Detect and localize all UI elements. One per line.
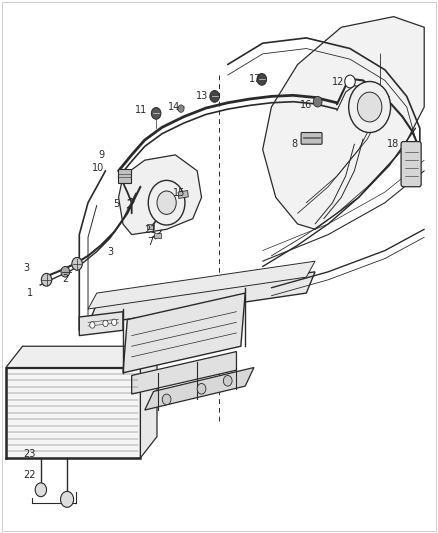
Text: 14: 14	[167, 102, 180, 112]
Text: 9: 9	[98, 150, 104, 160]
Polygon shape	[263, 17, 424, 229]
Bar	[153, 233, 161, 238]
Text: 12: 12	[332, 77, 344, 87]
Bar	[118, 169, 131, 182]
Text: 18: 18	[387, 139, 399, 149]
Polygon shape	[123, 293, 245, 373]
Polygon shape	[6, 346, 157, 368]
Circle shape	[157, 191, 176, 214]
Text: 1: 1	[27, 288, 33, 298]
Polygon shape	[6, 368, 141, 458]
Circle shape	[223, 375, 232, 386]
Text: 23: 23	[23, 449, 35, 458]
Circle shape	[103, 320, 108, 327]
Polygon shape	[145, 368, 254, 410]
Circle shape	[210, 91, 219, 102]
Polygon shape	[88, 272, 315, 325]
Text: 21: 21	[144, 225, 156, 236]
Circle shape	[61, 266, 70, 277]
Text: 17: 17	[249, 75, 261, 84]
Circle shape	[60, 491, 74, 507]
Text: 8: 8	[291, 139, 297, 149]
Polygon shape	[141, 346, 157, 458]
Text: 7: 7	[147, 237, 153, 247]
Text: 10: 10	[92, 163, 105, 173]
Bar	[178, 190, 188, 198]
FancyBboxPatch shape	[301, 133, 322, 144]
Text: 3: 3	[108, 247, 114, 256]
Circle shape	[197, 383, 206, 394]
Text: 2: 2	[62, 274, 68, 284]
Circle shape	[349, 82, 391, 133]
Text: 5: 5	[113, 199, 120, 209]
Circle shape	[178, 105, 184, 112]
Text: 16: 16	[300, 100, 312, 110]
FancyBboxPatch shape	[401, 142, 421, 187]
Circle shape	[41, 273, 52, 286]
Circle shape	[72, 257, 82, 270]
Bar	[148, 224, 154, 229]
Polygon shape	[119, 155, 201, 235]
Text: 11: 11	[135, 104, 148, 115]
Circle shape	[357, 92, 382, 122]
Circle shape	[345, 75, 355, 88]
Circle shape	[90, 322, 95, 328]
Text: 15: 15	[173, 188, 185, 198]
Circle shape	[112, 319, 117, 326]
Text: 3: 3	[23, 263, 29, 272]
Circle shape	[162, 394, 171, 405]
Circle shape	[148, 180, 185, 225]
Circle shape	[151, 108, 161, 119]
Circle shape	[257, 74, 267, 85]
Polygon shape	[79, 312, 123, 336]
Polygon shape	[88, 261, 315, 309]
Text: 22: 22	[23, 470, 35, 480]
Text: 13: 13	[196, 91, 208, 101]
Circle shape	[35, 483, 46, 497]
Circle shape	[313, 96, 322, 107]
Polygon shape	[132, 352, 237, 394]
